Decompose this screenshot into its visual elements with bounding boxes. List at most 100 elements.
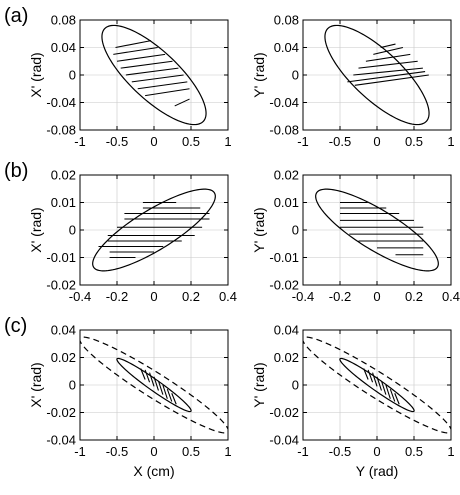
panel-label: (a) xyxy=(4,5,28,27)
hatch-line xyxy=(149,372,155,387)
x-tick-label: 0.5 xyxy=(405,134,423,149)
hatch-line xyxy=(125,67,179,76)
y-tick-label: 0.04 xyxy=(51,323,76,338)
y-tick-label: 0 xyxy=(69,68,76,83)
y-tick-label: 0.04 xyxy=(274,323,299,338)
beam-ellipse xyxy=(324,24,430,126)
y-tick-label: -0.04 xyxy=(269,433,299,448)
hatch-line xyxy=(380,43,396,49)
x-tick-label: -0.5 xyxy=(329,134,351,149)
panel-c-left: 0.04 0.02 0 -0.02 -0.04-1 -0.5 0 0.5 1 X' (rad) X … xyxy=(28,323,232,480)
x-axis-label: Y (rad) xyxy=(356,463,399,479)
y-tick-label: 0 xyxy=(69,223,76,238)
y-tick-label: -0.01 xyxy=(269,250,299,265)
hatch-line xyxy=(367,369,374,383)
hatch-line xyxy=(174,98,190,107)
hatch-line xyxy=(145,88,190,97)
y-tick-label: 0 xyxy=(292,378,299,393)
y-tick-label: 0.02 xyxy=(51,350,76,365)
hatch-line xyxy=(373,46,404,55)
plot-area xyxy=(303,336,451,434)
y-tick-label: 0.02 xyxy=(274,350,299,365)
x-tick-label: 1 xyxy=(224,444,231,459)
y-tick-label: 0.08 xyxy=(51,13,76,28)
hatch-line xyxy=(116,53,166,62)
x-tick-label: 1 xyxy=(224,134,231,149)
hatch-line xyxy=(144,369,151,383)
x-tick-label: 0.5 xyxy=(182,134,200,149)
hatch-line xyxy=(380,380,387,395)
panel-c-right: 0.04 0.02 0 -0.02 -0.04-1 -0.5 0 0.5 1 Y' (rad) Y … xyxy=(251,323,455,480)
y-tick-label: -0.02 xyxy=(269,405,299,420)
x-axis-label: X (cm) xyxy=(133,463,174,479)
plot-area xyxy=(315,188,439,272)
x-tick-label: -0.4 xyxy=(69,289,91,304)
x-tick-label: 0.5 xyxy=(182,444,200,459)
y-tick-label: 0 xyxy=(69,378,76,393)
y-tick-label: 0.01 xyxy=(274,195,299,210)
x-tick-label: 0.4 xyxy=(219,289,237,304)
x-tick-label: 0 xyxy=(373,134,380,149)
y-tick-label: -0.08 xyxy=(269,123,299,138)
y-tick-label: -0.08 xyxy=(46,123,76,138)
y-axis-label: X' (rad) xyxy=(28,207,44,252)
x-tick-label: 0 xyxy=(373,444,380,459)
x-tick-label: -0.5 xyxy=(329,444,351,459)
y-tick-label: -0.02 xyxy=(46,405,76,420)
y-axis-label: X' (rad) xyxy=(28,362,44,407)
hatch-line xyxy=(115,40,152,49)
x-tick-label: -0.2 xyxy=(329,289,351,304)
x-tick-label: -1 xyxy=(74,134,86,149)
panel-a-left: 0.08 0.04 0 -0.04 -0.08-1 -0.5 0 0.5 1 X' (rad) xyxy=(28,13,232,150)
y-axis-label: Y' (rad) xyxy=(251,52,267,97)
y-tick-label: -0.04 xyxy=(46,95,76,110)
x-tick-label: 1 xyxy=(447,134,454,149)
panel-b-left: 0.02 0.01 0 -0.01 -0.02-0.4 -0.2 0 0.2 0.4 X' (ra… xyxy=(28,168,237,305)
hatch-line xyxy=(353,67,423,76)
y-tick-label: -0.01 xyxy=(46,250,76,265)
y-tick-label: 0.02 xyxy=(274,168,299,183)
y-tick-label: 0.08 xyxy=(274,13,299,28)
x-tick-label: 0 xyxy=(150,444,157,459)
hatch-line xyxy=(354,74,429,86)
hatch-line xyxy=(171,393,177,405)
hatch-line xyxy=(365,53,411,62)
hatch-line xyxy=(358,60,418,69)
dashed-ellipse xyxy=(80,336,228,434)
y-tick-label: 0.01 xyxy=(51,195,76,210)
hatch-line xyxy=(137,81,188,90)
x-tick-label: 0.5 xyxy=(405,444,423,459)
x-tick-label: 1 xyxy=(447,444,454,459)
beam-ellipse xyxy=(116,357,192,413)
x-tick-label: 0 xyxy=(150,289,157,304)
y-tick-label: -0.04 xyxy=(46,433,76,448)
y-tick-label: -0.04 xyxy=(269,95,299,110)
beam-ellipse xyxy=(315,188,439,272)
plot-area xyxy=(101,24,207,126)
y-tick-label: 0 xyxy=(292,68,299,83)
hatch-line xyxy=(389,388,396,402)
x-tick-label: -0.4 xyxy=(292,289,314,304)
panel-a-right: 0.08 0.04 0 -0.04 -0.08-1 -0.5 0 0.5 1 Y' (rad) xyxy=(251,13,455,150)
y-axis-label: Y' (rad) xyxy=(251,207,267,252)
plot-area xyxy=(324,24,430,126)
hatch-line xyxy=(113,46,158,55)
beam-ellipse xyxy=(92,188,216,272)
hatch-line xyxy=(394,393,400,405)
hatch-line xyxy=(372,372,378,387)
y-tick-label: 0 xyxy=(292,223,299,238)
beam-ellipse xyxy=(101,24,207,126)
hatch-line xyxy=(140,368,146,380)
panel-label: (b) xyxy=(4,160,28,182)
y-axis-label: X' (rad) xyxy=(28,52,44,97)
hatch-line xyxy=(157,380,164,395)
x-tick-label: -0.5 xyxy=(106,444,128,459)
panel-b-right: 0.02 0.01 0 -0.01 -0.02-0.4 -0.2 0 0.2 0.4 Y' (ra… xyxy=(251,168,460,305)
x-tick-label: -1 xyxy=(297,134,309,149)
hatch-line xyxy=(347,71,426,83)
y-tick-label: -0.02 xyxy=(46,278,76,293)
x-tick-label: 0.2 xyxy=(182,289,200,304)
dashed-ellipse xyxy=(303,336,451,434)
